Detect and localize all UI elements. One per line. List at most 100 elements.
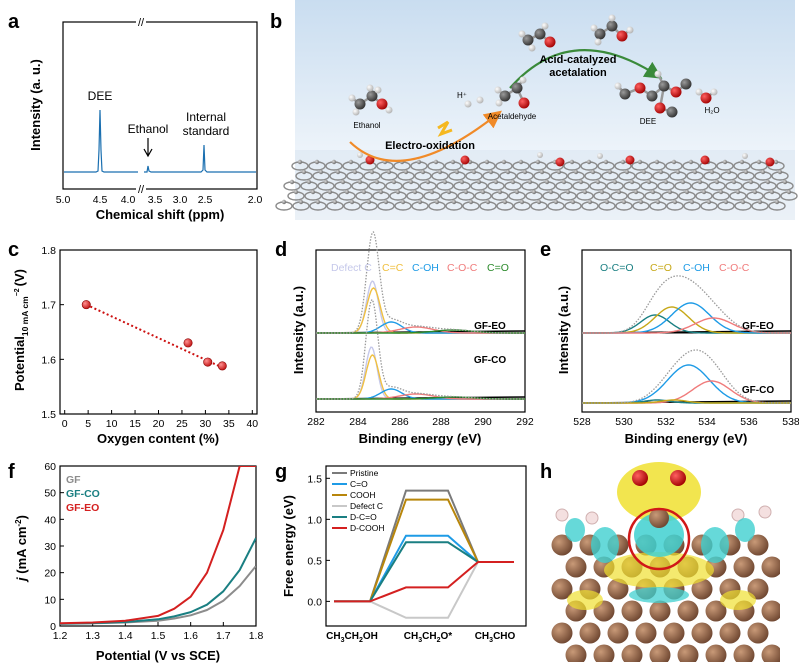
d-legend-cc: C=C	[382, 262, 404, 274]
b-label-electro-oxidation: Electro-oxidation	[385, 140, 475, 152]
graphene-atom	[680, 179, 686, 185]
e-xtick: 536	[740, 416, 758, 428]
oxygen-atom	[654, 102, 666, 114]
isosurface-cyan	[634, 513, 684, 557]
panel-labels: a b c d e f g h	[8, 11, 552, 483]
oxygen-atom	[376, 98, 388, 110]
graphene-atom	[451, 199, 457, 205]
graphene-atom	[420, 169, 426, 175]
c-ytick-label: 1.7	[41, 300, 56, 312]
electro-oxidation-arrow	[349, 110, 502, 162]
graphene-atom	[454, 169, 460, 175]
graphene-atom	[408, 179, 414, 185]
g-legend-label: D-COOH	[350, 523, 384, 533]
panel-label-b: b	[270, 11, 282, 33]
g-cat-ch3cho: CH3CHO	[475, 631, 516, 644]
surface-oxygen	[700, 155, 710, 165]
graphene-atom	[293, 189, 299, 195]
hydrogen-ion	[464, 100, 472, 108]
graphene-atom	[603, 159, 609, 165]
graphene-atom	[417, 199, 423, 205]
g-cat-ch3ch2oh: CH3CH2OH	[326, 631, 378, 644]
f-series-line	[60, 537, 256, 625]
graphene-atom	[539, 169, 545, 175]
carbon-atom	[691, 578, 713, 600]
oxygen-atom	[670, 470, 686, 486]
isosurface-cyan	[701, 527, 729, 563]
carbon-atom	[551, 534, 573, 556]
d-curves	[315, 231, 526, 400]
d-xtick: 288	[432, 416, 450, 428]
axis-break-top: //	[138, 17, 145, 29]
f-xtick-label: 1.3	[85, 630, 100, 642]
graphene-atom	[306, 179, 312, 185]
c-ytick-label: 1.8	[41, 245, 56, 257]
graphene-atom	[604, 199, 610, 205]
g-series-line	[334, 534, 514, 603]
carbon-atom	[594, 28, 606, 40]
b-label-hplus: H⁺	[457, 91, 467, 100]
graphene-atom	[756, 159, 762, 165]
graphene-atom	[587, 199, 593, 205]
hydrogen-atom	[541, 22, 549, 30]
graphene-atom	[624, 169, 630, 175]
c-ylabel-sup: −2	[14, 288, 21, 296]
graphene-atom	[731, 179, 737, 185]
graphene-atom	[582, 189, 588, 195]
d-ylabel: Intensity (a.u.)	[291, 286, 306, 374]
graphene-atom	[395, 189, 401, 195]
graphene-atom	[383, 199, 389, 205]
graphene-atom	[638, 199, 644, 205]
hydrogen-atom	[528, 44, 536, 52]
isosurface-cyan	[735, 518, 755, 542]
f-ytick-label: 40	[44, 514, 56, 526]
graphene-atom	[688, 159, 694, 165]
graphene-atom	[476, 179, 482, 185]
carbon-atom	[761, 556, 780, 578]
e-sample-gf-eo: GF-EO	[742, 321, 774, 332]
carbon-atom	[511, 82, 523, 94]
graphene-atom	[722, 159, 728, 165]
panel-a-xticks: 5.0 4.5 4.0 3.5 3.0 2.5 2.0	[56, 194, 263, 206]
graphene-atom	[434, 199, 440, 205]
isosurface-cyan	[629, 587, 689, 603]
graphene-atom	[416, 159, 422, 165]
graphene-atom	[650, 189, 656, 195]
graphene-atom	[480, 189, 486, 195]
graphene-atom	[620, 159, 626, 165]
panel-label-h: h	[540, 461, 552, 483]
graphene-atom	[378, 189, 384, 195]
graphene-atom	[641, 169, 647, 175]
graphene-atom	[468, 199, 474, 205]
graphene-atom	[658, 169, 664, 175]
carbon-atom	[619, 88, 631, 100]
isosurface-cyan	[591, 527, 619, 563]
graphene-atom	[760, 169, 766, 175]
hydrogen-atom	[555, 508, 569, 522]
f-ylabel-rest: (mA cm	[14, 527, 29, 578]
f-legend-gf-co: GF-CO	[66, 488, 100, 500]
c-data-point	[81, 300, 91, 310]
f-xtick-label: 1.4	[118, 630, 133, 642]
c-ylabel: Potential10 mA cm−2 (V)	[12, 269, 30, 391]
graphene-atom	[616, 189, 622, 195]
graphene-atom	[777, 169, 783, 175]
d-xtick: 286	[391, 416, 409, 428]
a-xtick: 3.5	[148, 194, 163, 206]
graphene-atom	[442, 179, 448, 185]
a-ann-internal: Internal	[186, 110, 226, 124]
oxygen-atom	[670, 86, 682, 98]
graphene-atom	[437, 169, 443, 175]
f-xtick-label: 1.6	[183, 630, 198, 642]
graphene-atom	[590, 169, 596, 175]
graphene-atom	[340, 179, 346, 185]
g-ylabel: Free energy (eV)	[281, 495, 296, 597]
a-ann-dee: DEE	[88, 89, 113, 103]
f-ylabel-sup: -2	[14, 519, 23, 527]
panel-label-f: f	[8, 461, 15, 483]
g-series-line	[334, 561, 514, 603]
f-ytick-label: 20	[44, 568, 56, 580]
graphene-atom	[667, 189, 673, 195]
e-legend-oco: O-C=O	[600, 262, 634, 274]
panel-label-d: d	[275, 239, 287, 261]
